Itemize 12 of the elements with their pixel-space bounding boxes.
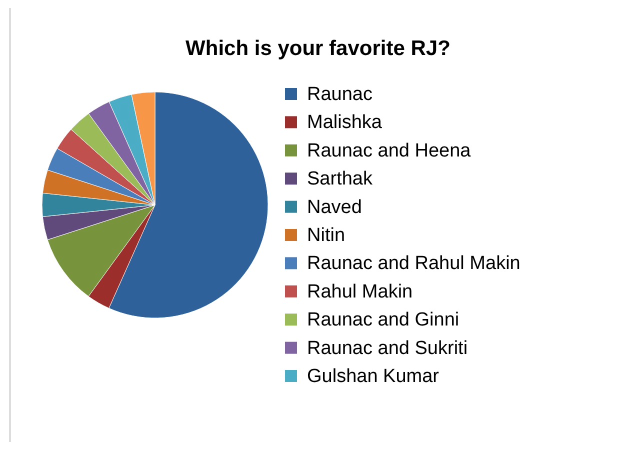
legend-label: Naved xyxy=(307,196,362,218)
legend-label: Raunac and Ginni xyxy=(307,310,460,331)
legend-label: Raunac and Heena xyxy=(307,140,472,162)
legend-label: Sarthak xyxy=(307,168,373,190)
legend-label: Raunac xyxy=(307,84,372,105)
legend-label: Gulshan Kumar xyxy=(307,366,440,387)
chart-title: Which is your favorite RJ? xyxy=(186,37,450,60)
legend-label: Raunac and Rahul Makin xyxy=(307,253,520,274)
legend-label: Malishka xyxy=(307,112,382,134)
legend-label: Nitin xyxy=(307,225,346,246)
legend-label: Rahul Makin xyxy=(307,281,413,302)
legend-label: Raunac and Sukriti xyxy=(307,338,468,359)
